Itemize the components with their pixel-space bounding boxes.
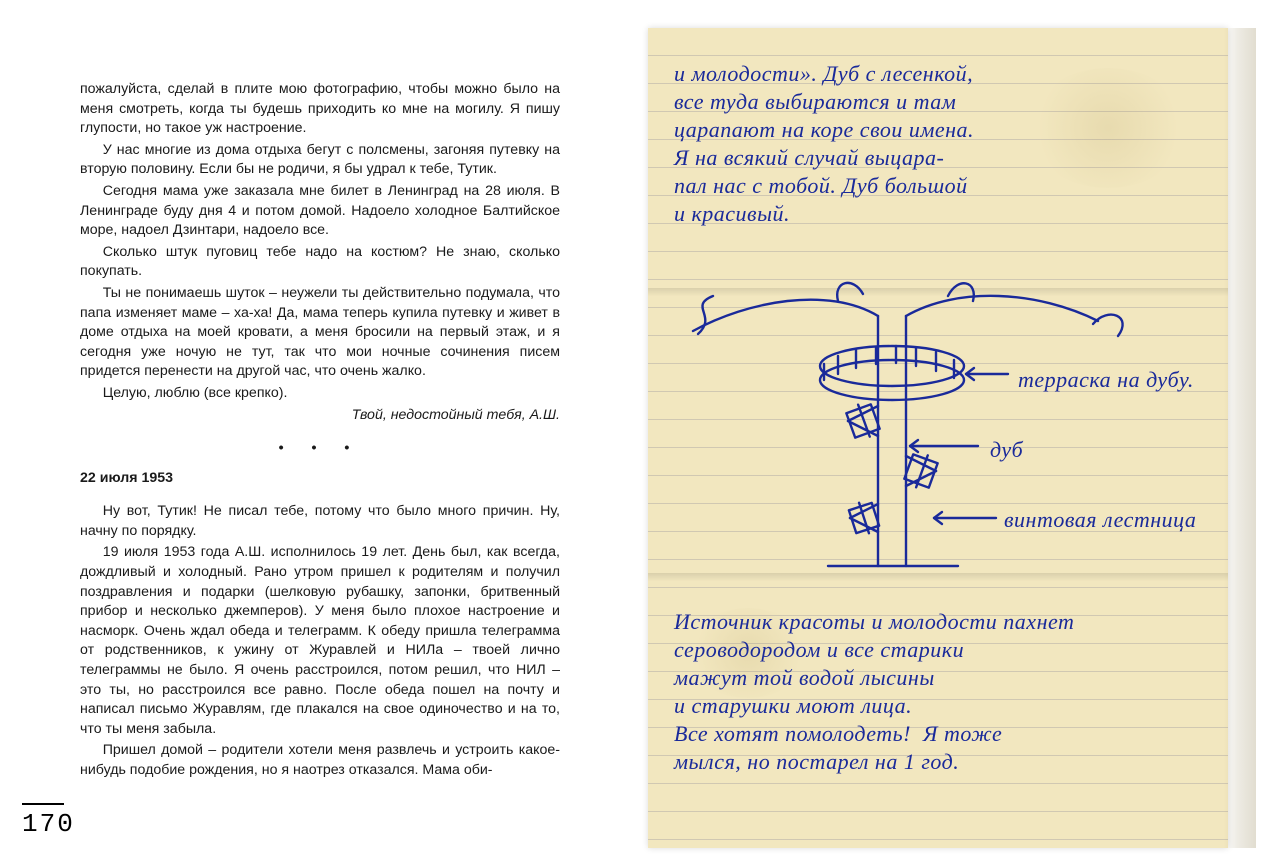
signature: Твой, недостойный тебя, А.Ш. — [80, 406, 560, 426]
paragraph: Сколько штук пуговиц тебе надо на костюм… — [80, 243, 560, 282]
page-number: 170 — [22, 803, 75, 839]
book-spread: пожалуйста, сделай в плите мою фотографи… — [0, 0, 1273, 857]
page-gutter-shadow — [1224, 28, 1256, 848]
paragraph: Целую, люблю (все крепко). — [80, 384, 560, 404]
page-number-value: 170 — [22, 809, 75, 839]
handwriting-top: и молодости». Дуб с лесенкой, все туда в… — [674, 60, 1214, 228]
sketch-label-terrace: терраска на дубу. — [1018, 366, 1194, 394]
paragraph: У нас многие из дома отдыха бегут с полс… — [80, 141, 560, 180]
letter-date: 22 июля 1953 — [80, 469, 560, 489]
manuscript-scan: и молодости». Дуб с лесенкой, все туда в… — [636, 28, 1256, 848]
left-column: пожалуйста, сделай в плите мою фотографи… — [80, 80, 560, 783]
paragraph: Ты не понимаешь шуток – неужели ты дейст… — [80, 284, 560, 382]
paragraph: Сегодня мама уже заказала мне билет в Ле… — [80, 182, 560, 241]
paragraph: 19 июля 1953 года А.Ш. исполнилось 19 ле… — [80, 543, 560, 739]
paragraph: пожалуйста, сделай в плите мою фотографи… — [80, 80, 560, 139]
paragraph: Ну вот, Тутик! Не писал тебе, потому что… — [80, 502, 560, 541]
section-break: • • • — [80, 439, 560, 459]
notebook-paper: и молодости». Дуб с лесенкой, все туда в… — [648, 28, 1228, 848]
paragraph: Пришел домой – родители хотели меня разв… — [80, 741, 560, 780]
sketch-label-oak: дуб — [990, 436, 1023, 464]
sketch-label-stairs: винтовая лестница — [1004, 506, 1196, 534]
handwriting-bottom: Источник красоты и молодости пахнет серо… — [674, 608, 1214, 776]
